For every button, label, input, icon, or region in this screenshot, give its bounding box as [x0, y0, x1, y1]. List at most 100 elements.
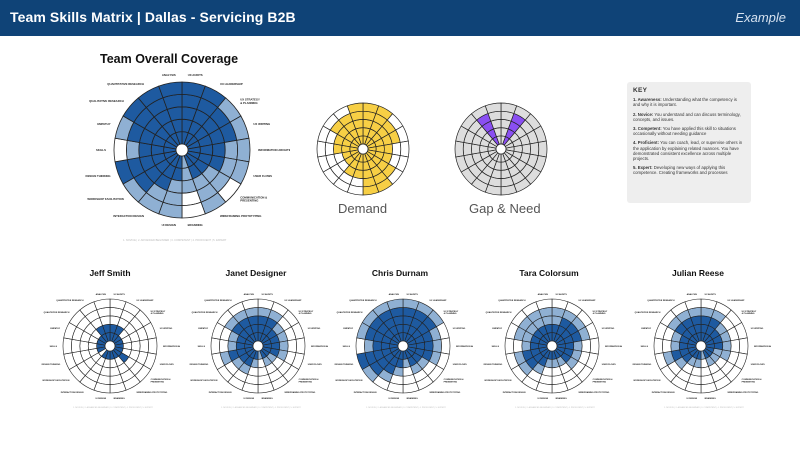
- skill-label: ANALYSIS: [538, 292, 549, 295]
- segment: [454, 140, 465, 158]
- segment: [126, 139, 140, 161]
- skill-label: QUANTITATIVE RESEARCH: [107, 82, 144, 86]
- skill-label: WORKSHOP FACILITATION: [633, 379, 661, 382]
- segment: [730, 338, 740, 354]
- skill-label: WIREFRAMING PROTOTYPING: [430, 390, 461, 393]
- segment: [535, 298, 553, 311]
- segment: [662, 338, 672, 354]
- skill-label: QUANTITATIVE RESEARCH: [647, 299, 675, 302]
- segment: [537, 140, 548, 158]
- skill-label: COMMUNICATION & PRESENTING: [299, 377, 320, 382]
- skill-label: DESIGN THINKING: [86, 174, 111, 178]
- segment: [581, 338, 591, 354]
- segment: [684, 298, 702, 311]
- segment: [504, 337, 515, 355]
- example-label: Example: [735, 10, 786, 25]
- skill-label: UI DESIGN: [686, 398, 697, 400]
- key-item: 2. Novice: You understand and can discus…: [633, 111, 741, 122]
- segment: [219, 338, 229, 354]
- skill-label: UX AUDITS: [705, 292, 717, 295]
- skill-label: INFORMATION ARCHITECTURE: [605, 345, 622, 348]
- segment: [316, 140, 327, 158]
- skill-label: INTERACTION DESIGN: [61, 390, 84, 393]
- coverage-title: Team Overall Coverage: [100, 52, 239, 66]
- skill-label: BRANDING: [114, 397, 126, 400]
- segment: [158, 81, 183, 99]
- skill-label: ANALYSIS: [389, 292, 400, 295]
- skill-label: UX AUDITS: [188, 73, 203, 77]
- skill-label: WORKSHOP FACILITATION: [87, 197, 123, 201]
- segment: [372, 340, 382, 352]
- segment: [139, 338, 149, 354]
- skill-label: UI DESIGN: [537, 398, 548, 400]
- skill-label: EMPATHY: [492, 326, 502, 329]
- center-hole: [546, 340, 558, 352]
- skill-label: INFORMATION ARCHITECTURE: [163, 345, 180, 348]
- segment: [71, 338, 81, 354]
- member-chart-julian-reese: UX AUDITS UX LEADERSHIP UX STRATEGY & PLANN…: [633, 292, 771, 409]
- skill-label: UX WRITING: [602, 327, 615, 329]
- key-item: 1. Awareness: Understanding what the com…: [633, 97, 737, 108]
- segment: [355, 337, 366, 355]
- skill-label: DESIGN THINKING: [190, 364, 209, 366]
- skill-label: UX AUDITS: [114, 292, 126, 295]
- skill-label: QUALITATIVE RESEARCH: [635, 310, 661, 313]
- skill-label: EMPATHY: [641, 326, 651, 329]
- level-legend: 1. NOVICE | 2. ADVANCED BEGINNER | 3. CO…: [73, 406, 154, 409]
- skill-label: UX AUDITS: [556, 292, 568, 295]
- skill-label: COMMUNICATION & PRESENTING: [742, 377, 763, 382]
- segment: [722, 340, 732, 352]
- skill-label: QUANTITATIVE RESEARCH: [56, 299, 84, 302]
- header-bar: Team Skills Matrix | Dallas - Servicing …: [0, 0, 800, 36]
- skill-label: WIREFRAMING PROTOTYPING: [285, 390, 316, 393]
- segment: [241, 298, 259, 311]
- segment: [324, 142, 335, 156]
- member-name: Jeff Smith: [89, 268, 131, 278]
- skill-label: INTERACTION DESIGN: [209, 390, 232, 393]
- skill-label: USER FLOWS: [160, 364, 174, 366]
- segment: [211, 142, 226, 158]
- skill-label: UX LEADERSHIP: [285, 299, 302, 302]
- segment: [62, 337, 73, 355]
- segment: [210, 337, 221, 355]
- segment: [279, 340, 289, 352]
- segment: [147, 337, 158, 355]
- segment: [138, 142, 153, 158]
- segment: [346, 102, 364, 114]
- skill-label: INFORMATION ARCHITECTURE: [456, 345, 473, 348]
- segment: [653, 337, 664, 355]
- skill-label: UX LEADERSHIP: [579, 299, 596, 302]
- segment: [399, 140, 410, 158]
- segment: [432, 338, 442, 354]
- key-item: 3. Competent: You have applied this skil…: [633, 126, 736, 137]
- member-name: Chris Durnam: [371, 268, 429, 278]
- segment: [521, 340, 531, 352]
- skill-label: INTERACTION DESIGN: [503, 390, 526, 393]
- key-item: 5. Expert: Developing new ways of applyi…: [633, 165, 728, 176]
- skill-label: DESIGN THINKING: [335, 364, 354, 366]
- skill-label: SKILLS: [492, 346, 500, 348]
- skill-label: BRANDING: [262, 397, 274, 400]
- skill-label: UX STRATEGY & PLANNING: [299, 309, 314, 314]
- segment: [484, 102, 502, 114]
- segment: [113, 137, 128, 163]
- skill-label: WIREFRAMING PROTOTYPING: [728, 390, 759, 393]
- skill-label: WORKSHOP FACILITATION: [42, 379, 70, 382]
- center-hole: [397, 340, 409, 352]
- skill-label: UX WRITING: [453, 327, 466, 329]
- team-coverage-chart: UX AUDITS UX LEADERSHIP UX STRATEGY & PLANN…: [86, 73, 290, 242]
- segment: [391, 142, 402, 156]
- segment: [227, 340, 237, 352]
- skill-label: SKILLS: [50, 346, 58, 348]
- segment: [589, 337, 600, 355]
- skill-label: EMPATHY: [343, 326, 353, 329]
- skill-label: UI DESIGN: [388, 398, 399, 400]
- center-hole: [252, 340, 264, 352]
- skill-label: DESIGN THINKING: [42, 364, 61, 366]
- demand-caption: Demand: [338, 201, 388, 216]
- segment: [236, 137, 251, 163]
- gap-need-chart: [454, 102, 548, 196]
- center-hole: [175, 143, 189, 157]
- skill-label: USER FLOWS: [602, 364, 616, 366]
- segment: [224, 139, 238, 161]
